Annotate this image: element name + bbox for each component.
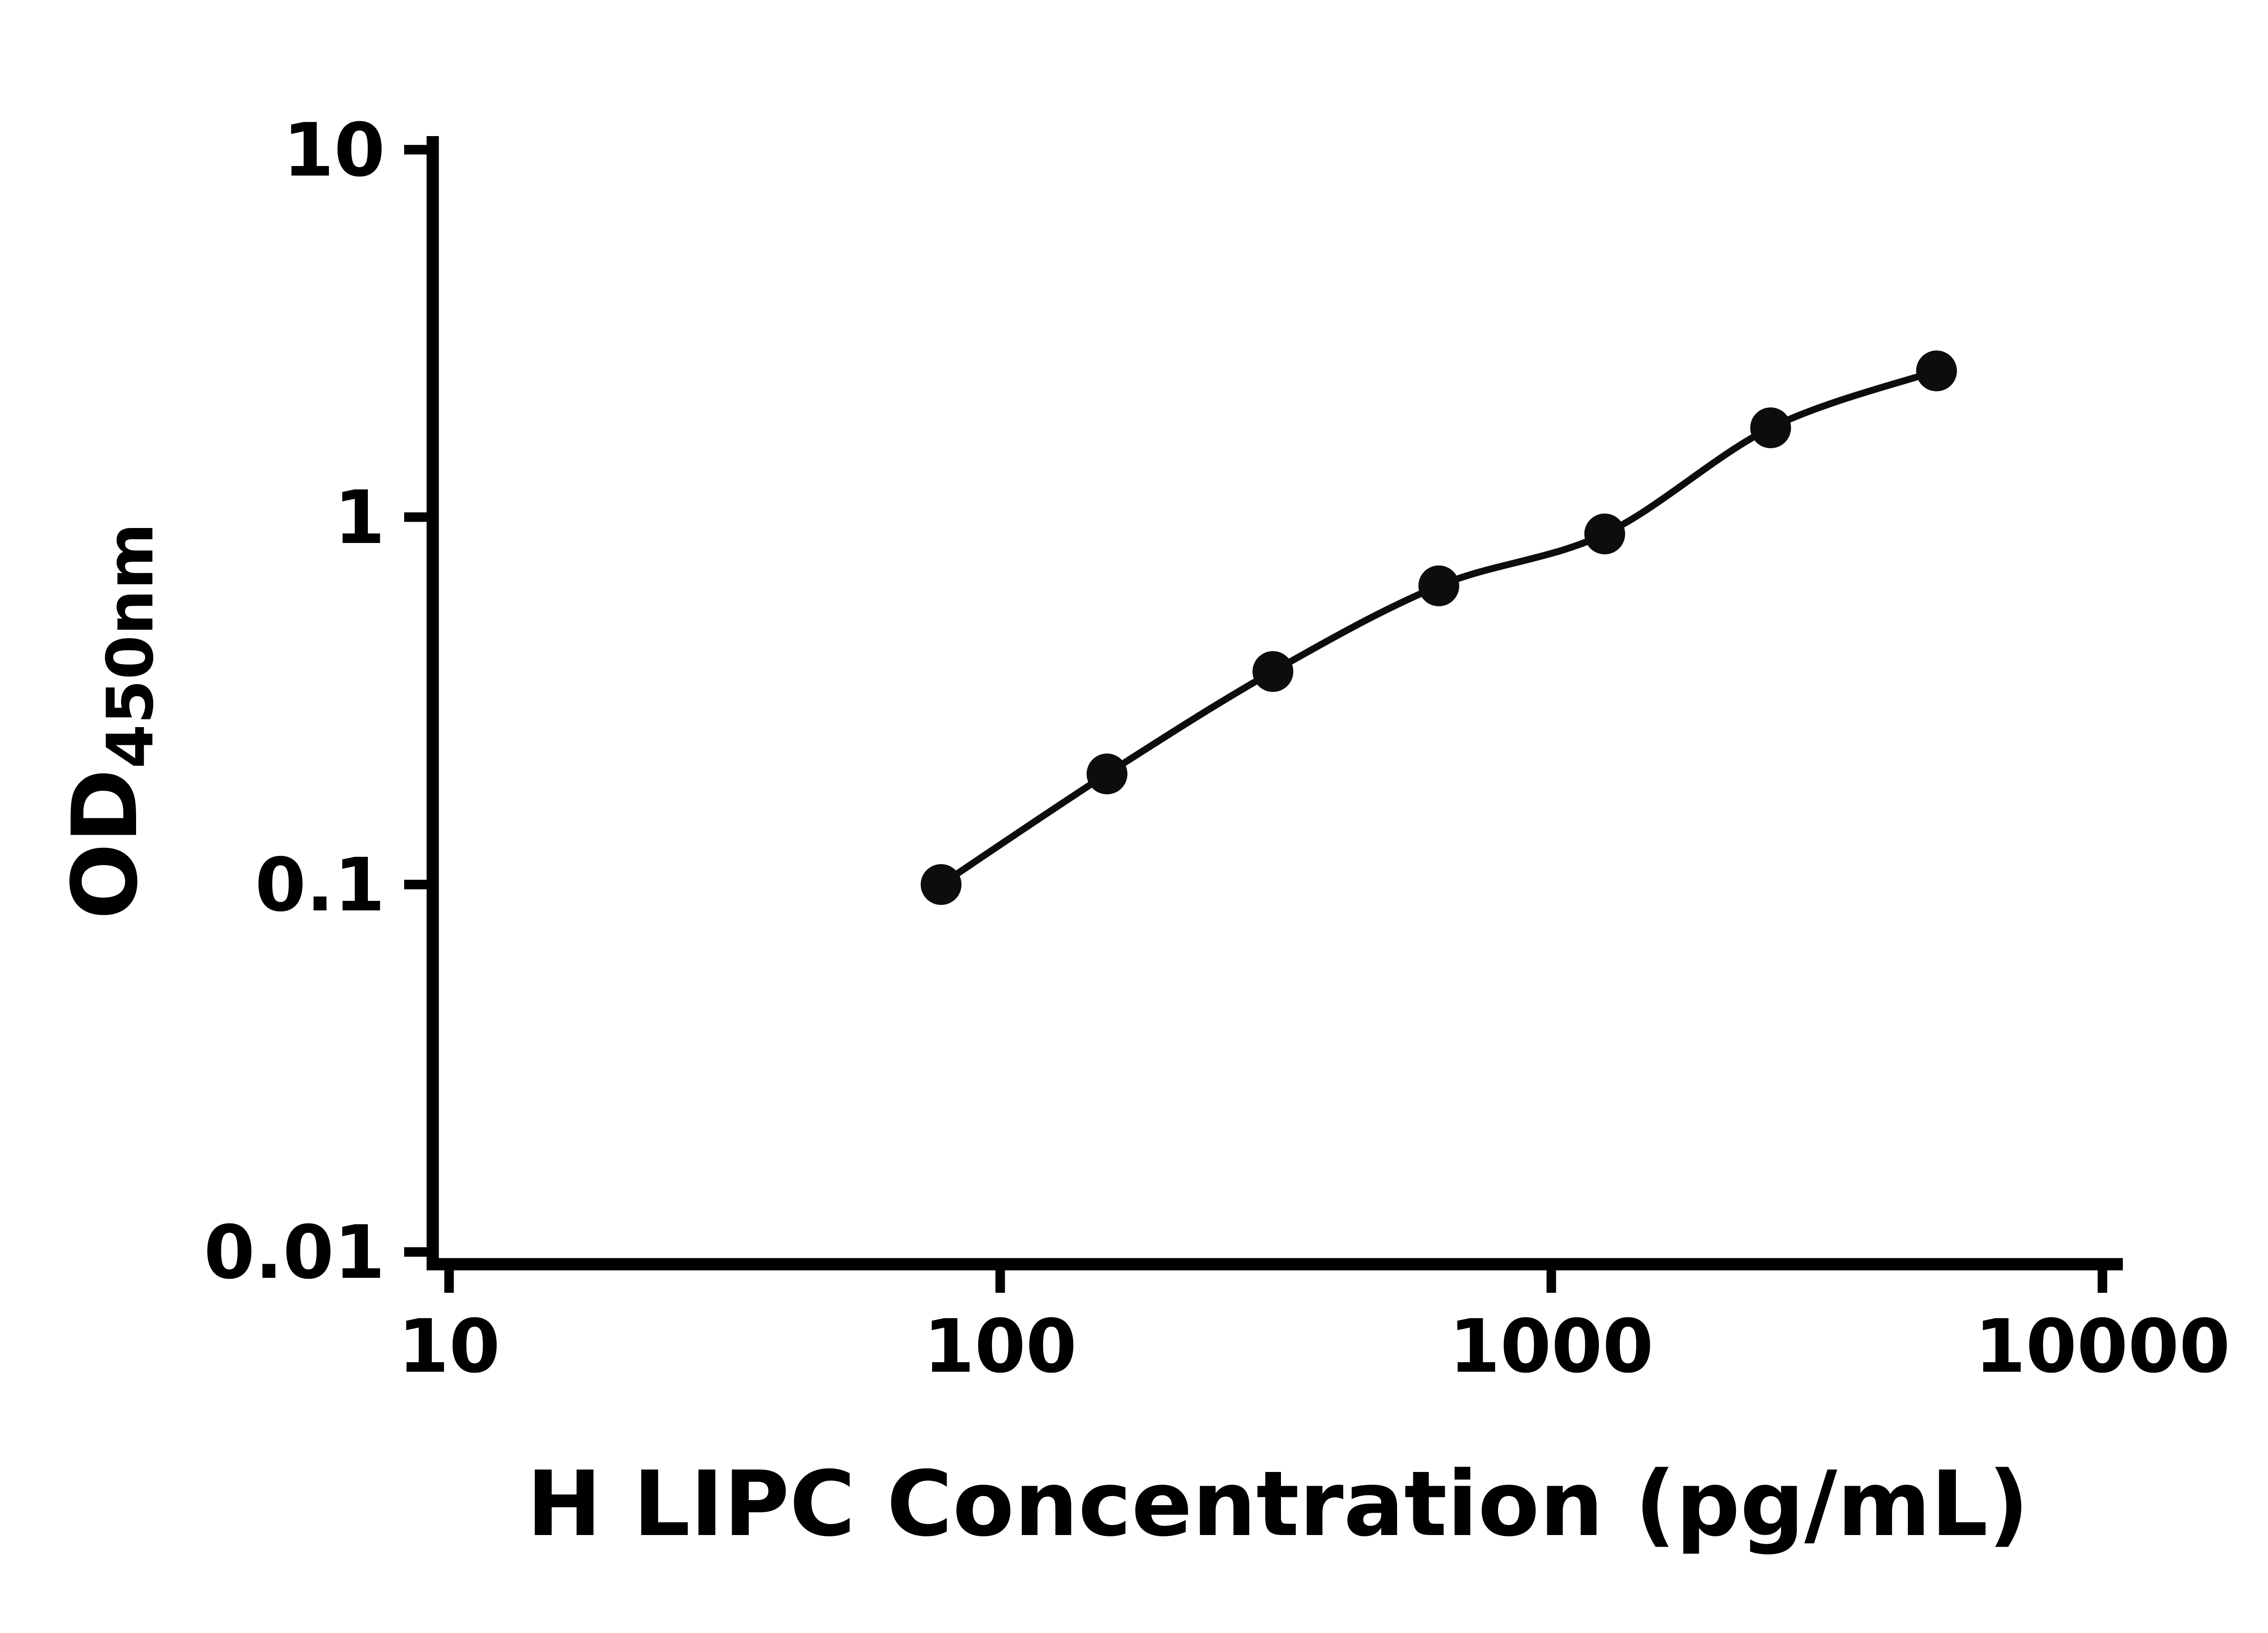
- x-tick-label: 10000: [1975, 1304, 2230, 1389]
- y-tick-label: 0.1: [255, 843, 385, 928]
- data-point: [1418, 565, 1459, 606]
- data-point: [1584, 513, 1625, 555]
- axis-spine: [426, 136, 2123, 1271]
- data-series: [920, 350, 1957, 905]
- data-point: [1750, 407, 1791, 449]
- axes: [426, 136, 2123, 1271]
- y-tick-label: 1: [334, 475, 385, 561]
- y-axis-title-subscript: 450nm: [93, 523, 168, 769]
- x-tick-label: 100: [924, 1304, 1077, 1389]
- fit-curve: [939, 367, 1938, 888]
- x-tick-label: 1000: [1449, 1304, 1654, 1389]
- data-point: [920, 864, 962, 905]
- data-point: [1252, 651, 1294, 692]
- x-tick-label: 10: [398, 1304, 500, 1389]
- y-axis-title-main: OD: [53, 768, 157, 919]
- data-point: [1086, 753, 1128, 795]
- tick-marks-and-labels: 10 100 1000 10000 10 1 0.1 0.01: [204, 108, 2230, 1389]
- y-axis-title: OD450nm: [53, 523, 168, 919]
- x-axis-title: H LIPC Concentration (pg/mL): [527, 1452, 2029, 1556]
- y-tick-label: 10: [283, 108, 385, 193]
- y-tick-label: 0.01: [204, 1210, 385, 1296]
- data-point: [1916, 350, 1957, 391]
